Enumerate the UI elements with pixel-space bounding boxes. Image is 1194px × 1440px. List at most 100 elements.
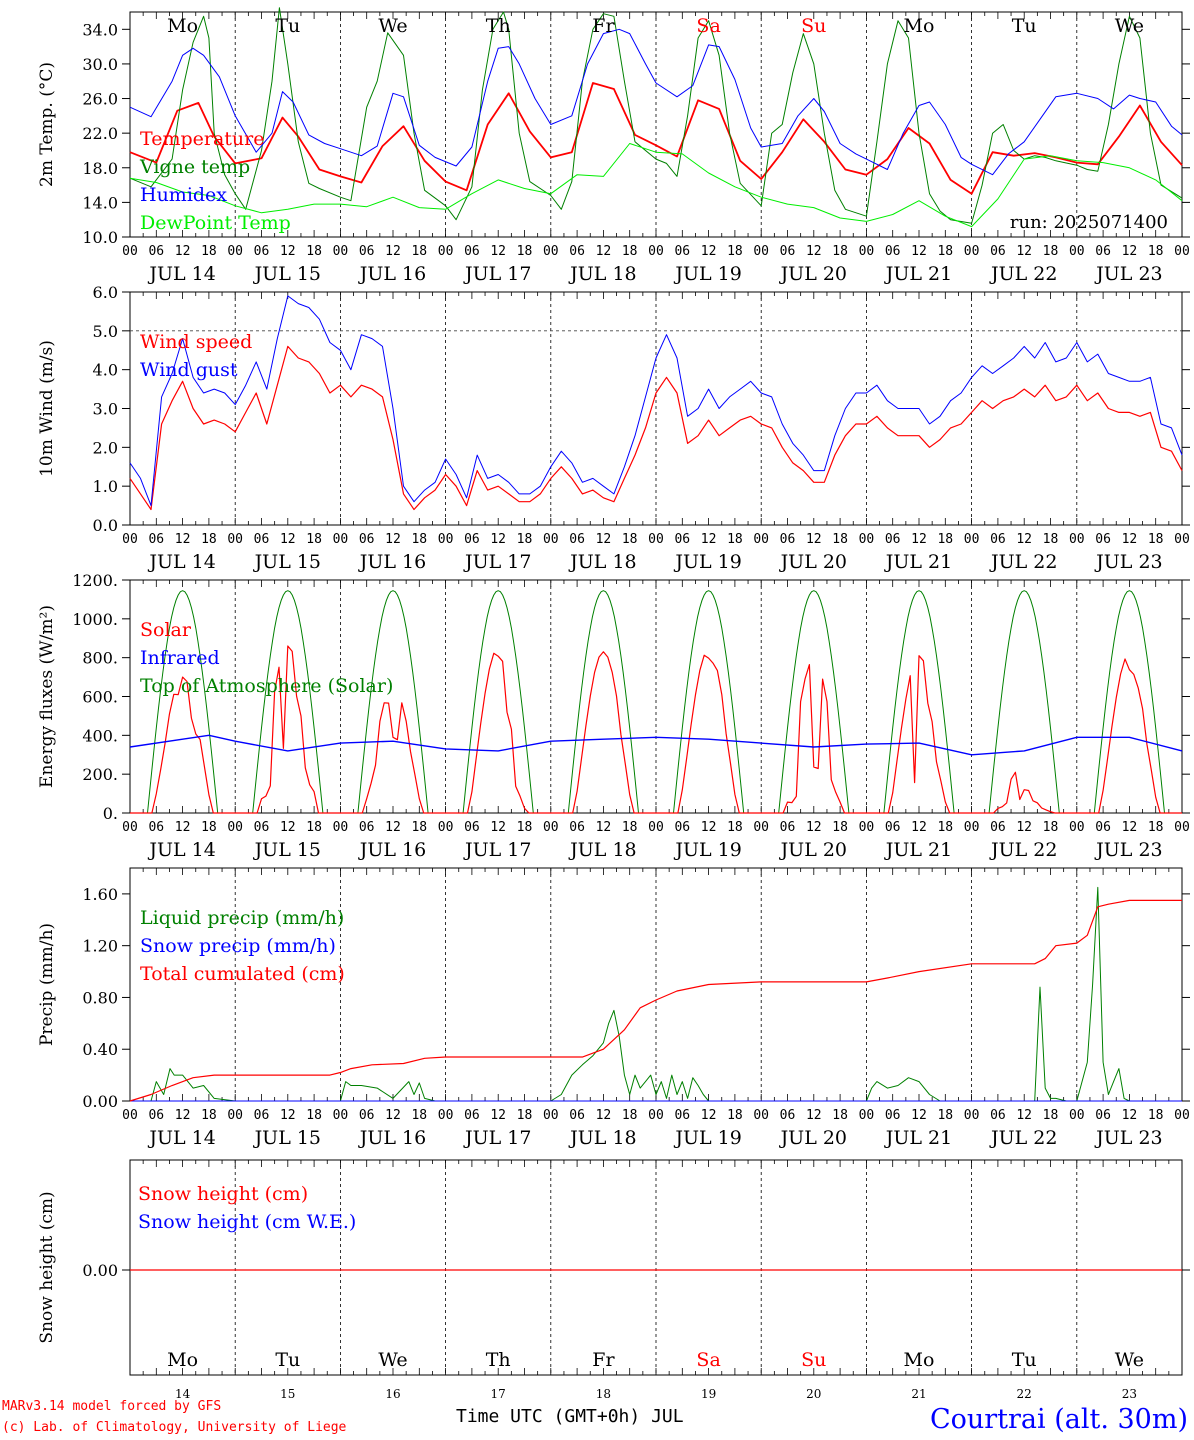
- hour-tick-label: 00: [543, 1108, 559, 1123]
- day-label: JUL 15: [253, 263, 321, 285]
- hour-tick-label: 12: [596, 1108, 612, 1123]
- legend-entry: Temperature: [140, 128, 264, 150]
- hour-tick-label: 06: [780, 1108, 796, 1123]
- hour-tick-label: 18: [622, 820, 638, 835]
- day-label: JUL 23: [1094, 839, 1162, 861]
- weekday-label: Mo: [167, 1349, 198, 1371]
- hour-tick-label: 00: [648, 532, 664, 547]
- hour-tick-label: 06: [1095, 244, 1111, 259]
- hour-tick-label: 12: [490, 820, 506, 835]
- hour-tick-label: 00: [122, 244, 138, 259]
- hour-tick-label: 06: [990, 532, 1006, 547]
- hour-tick-label: 18: [937, 1108, 953, 1123]
- hour-tick-label: 12: [280, 820, 296, 835]
- hour-tick-label: 18: [201, 1108, 217, 1123]
- y-tick-label: 0.: [103, 804, 118, 823]
- day-label: JUL 22: [989, 1127, 1057, 1149]
- day-label: JUL 19: [673, 551, 741, 573]
- y-axis-label: Snow height (cm): [37, 1191, 57, 1343]
- day-number-label: 17: [491, 1387, 506, 1401]
- vigne-temp-line: [129, 7, 1183, 224]
- y-tick-label: 34.0: [82, 20, 118, 39]
- hour-tick-label: 18: [306, 1108, 322, 1123]
- hour-tick-label: 06: [464, 820, 480, 835]
- hour-tick-label: 06: [254, 244, 270, 259]
- hour-tick-label: 00: [122, 532, 138, 547]
- hour-tick-label: 12: [701, 820, 717, 835]
- y-tick-label: 0.0: [93, 516, 118, 535]
- hour-tick-label: 18: [201, 244, 217, 259]
- hour-tick-label: 18: [832, 244, 848, 259]
- day-label: JUL 16: [358, 839, 426, 861]
- y-tick-label: 200.: [82, 765, 118, 784]
- lab-credit-line: (c) Lab. of Climatology, University of L…: [2, 1420, 347, 1435]
- hour-tick-label: 06: [1095, 820, 1111, 835]
- temperature-line: [129, 82, 1183, 195]
- solar-line: [130, 645, 1182, 814]
- hour-tick-label: 12: [1122, 532, 1138, 547]
- day-label: JUL 20: [779, 551, 847, 573]
- hour-tick-label: 12: [1016, 1108, 1032, 1123]
- hour-tick-label: 18: [1148, 532, 1164, 547]
- hour-tick-label: 00: [964, 820, 980, 835]
- hour-tick-label: 12: [280, 244, 296, 259]
- hour-tick-label: 18: [832, 532, 848, 547]
- wind-speed-line: [129, 345, 1183, 511]
- hour-tick-label: 00: [543, 820, 559, 835]
- hour-tick-label: 18: [622, 532, 638, 547]
- y-tick-label: 1.60: [82, 885, 118, 904]
- hour-tick-label: 06: [990, 244, 1006, 259]
- day-number-label: 16: [385, 1387, 400, 1401]
- hour-tick-label: 18: [1148, 1108, 1164, 1123]
- day-label: JUL 21: [884, 263, 952, 285]
- hour-tick-label: 00: [1174, 820, 1190, 835]
- weekday-label: Sa: [696, 1349, 720, 1371]
- hour-tick-label: 12: [701, 532, 717, 547]
- hour-tick-label: 18: [411, 820, 427, 835]
- y-tick-label: 0.40: [82, 1040, 118, 1059]
- hour-tick-label: 06: [254, 820, 270, 835]
- legend-entry: Solar: [140, 619, 192, 641]
- hour-tick-label: 18: [727, 820, 743, 835]
- hour-tick-label: 00: [122, 1108, 138, 1123]
- hour-tick-label: 00: [227, 1108, 243, 1123]
- hour-tick-label: 00: [333, 820, 349, 835]
- day-label: JUL 18: [568, 1127, 636, 1149]
- hour-tick-label: 00: [333, 244, 349, 259]
- weekday-label: Th: [486, 15, 511, 37]
- y-tick-label: 0.80: [82, 988, 118, 1007]
- weekday-label: Su: [801, 15, 826, 37]
- hour-tick-label: 18: [517, 244, 533, 259]
- hour-tick-label: 18: [517, 1108, 533, 1123]
- y-tick-label: 1.20: [82, 937, 118, 956]
- hour-tick-label: 12: [490, 532, 506, 547]
- hour-tick-label: 18: [201, 532, 217, 547]
- hour-tick-label: 12: [701, 244, 717, 259]
- hour-tick-label: 12: [385, 244, 401, 259]
- hour-tick-label: 06: [569, 532, 585, 547]
- hour-tick-label: 00: [753, 820, 769, 835]
- day-number-label: 15: [280, 1387, 295, 1401]
- day-label: JUL 21: [884, 839, 952, 861]
- hour-tick-label: 00: [1174, 532, 1190, 547]
- hour-tick-label: 06: [1095, 532, 1111, 547]
- y-tick-label: 18.0: [82, 159, 118, 178]
- run-label: run: 2025071400: [1010, 212, 1168, 233]
- hour-tick-label: 00: [964, 532, 980, 547]
- hour-tick-label: 12: [911, 244, 927, 259]
- hour-tick-label: 12: [701, 1108, 717, 1123]
- hour-tick-label: 18: [937, 820, 953, 835]
- hour-tick-label: 06: [254, 1108, 270, 1123]
- weekday-label: Mo: [904, 1349, 935, 1371]
- legend-entry: DewPoint Temp: [140, 212, 291, 234]
- hour-tick-label: 06: [674, 820, 690, 835]
- hour-tick-label: 00: [753, 1108, 769, 1123]
- hour-tick-label: 06: [148, 532, 164, 547]
- day-number-label: 20: [806, 1387, 821, 1401]
- y-tick-label: 26.0: [82, 90, 118, 109]
- hour-tick-label: 18: [1043, 532, 1059, 547]
- legend-entry: Wind gust: [140, 359, 238, 381]
- day-label: JUL 18: [568, 551, 636, 573]
- weekday-label: We: [378, 1349, 407, 1371]
- y-tick-label: 1.0: [93, 477, 118, 496]
